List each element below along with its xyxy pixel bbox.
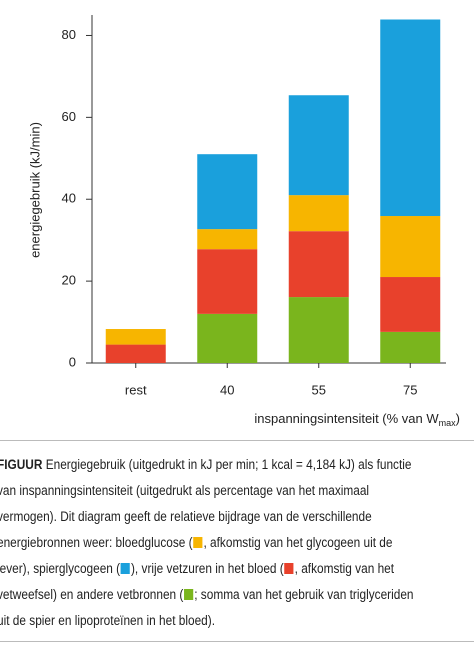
bar-segment bbox=[380, 216, 441, 278]
x-label-text: inspanningsintensiteit (% van W bbox=[254, 411, 439, 426]
caption-text: ), vrije vetzuren in het bloed ( bbox=[130, 561, 284, 577]
bar-segment bbox=[197, 154, 258, 230]
bar-segment bbox=[380, 331, 441, 363]
bar-segment bbox=[197, 313, 258, 363]
x-tick-label: 75 bbox=[403, 382, 417, 397]
caption-text: uit de spier en lipoproteïnen in het blo… bbox=[0, 613, 216, 629]
caption-text: , afkomstig van het bbox=[294, 561, 395, 577]
caption-text: vetweefsel) en andere vetbronnen ( bbox=[0, 587, 184, 603]
bar-segment bbox=[288, 195, 349, 232]
caption-text: ; somma van het gebruik van triglyceride… bbox=[194, 587, 414, 603]
bar-segment bbox=[197, 249, 258, 314]
swatch bbox=[120, 563, 131, 574]
caption-line: vermogen). Dit diagram geeft de relatiev… bbox=[0, 504, 473, 530]
caption-line: lever), spierglycogeen ( ), vrije vetzure… bbox=[0, 556, 473, 582]
bar-segment bbox=[105, 329, 166, 345]
y-tick-label: 40 bbox=[62, 191, 76, 206]
rule bbox=[0, 641, 474, 642]
x-tick-label: 55 bbox=[312, 382, 326, 397]
caption-text: van inspanningsintensiteit (uitgedrukt a… bbox=[0, 483, 370, 499]
y-tick-label: 0 bbox=[69, 354, 76, 369]
caption: FIGUUR Energiegebruik (uitgedrukt in kJ … bbox=[0, 452, 473, 634]
x-axis-label: inspanningsintensiteit (% van Wmax) bbox=[254, 411, 460, 428]
bar-segment bbox=[380, 19, 441, 217]
caption-line: energiebronnen weer: bloedglucose ( , afk… bbox=[0, 530, 473, 556]
caption-text: lever), spierglycogeen ( bbox=[0, 561, 121, 577]
chart: energiegebruik (kJ/min) inspanningsinten… bbox=[27, 15, 460, 428]
bar-segment bbox=[105, 344, 166, 363]
y-axis-label: energiegebruik (kJ/min) bbox=[27, 122, 42, 258]
caption-text: energiebronnen weer: bloedglucose ( bbox=[0, 535, 193, 551]
caption-line: vetweefsel) en andere vetbronnen ( ; somm… bbox=[0, 582, 473, 608]
x-tick-label: rest bbox=[125, 382, 147, 397]
caption-line: FIGUUR Energiegebruik (uitgedrukt in kJ … bbox=[0, 452, 473, 478]
x-tick-label: 40 bbox=[220, 382, 234, 397]
swatch bbox=[193, 537, 203, 548]
caption-text: vermogen). Dit diagram geeft de relatiev… bbox=[0, 509, 372, 525]
caption-line: van inspanningsintensiteit (uitgedrukt a… bbox=[0, 478, 473, 504]
caption-text: , afkomstig van het glycogeen uit de bbox=[203, 535, 393, 551]
x-label-end: ) bbox=[456, 411, 460, 426]
bar-segment bbox=[288, 231, 349, 298]
bar-segment bbox=[197, 229, 258, 250]
y-tick-label: 60 bbox=[62, 109, 76, 124]
swatch bbox=[284, 563, 294, 574]
rule bbox=[0, 440, 474, 441]
bar-segment bbox=[380, 277, 441, 332]
bar-segment bbox=[288, 297, 349, 363]
y-tick-label: 80 bbox=[62, 27, 76, 42]
x-label-sub: max bbox=[439, 418, 457, 428]
bar-segment bbox=[288, 95, 349, 196]
caption-line: uit de spier en lipoproteïnen in het blo… bbox=[0, 608, 473, 634]
swatch bbox=[184, 589, 194, 600]
y-tick-label: 20 bbox=[62, 273, 76, 288]
caption-text: Energiegebruik (uitgedrukt in kJ per min… bbox=[42, 457, 412, 473]
caption-label: FIGUUR bbox=[0, 457, 43, 473]
